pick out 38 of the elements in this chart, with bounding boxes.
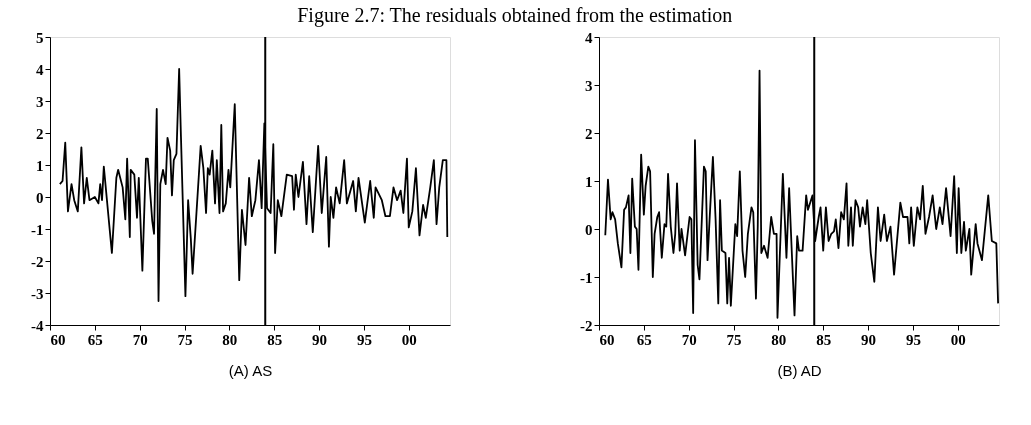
y-tick-label: -4 [31,317,44,334]
x-tick-label: 80 [222,331,238,348]
x-tick-label: 60 [599,331,615,348]
y-tick-label: 4 [585,29,593,46]
y-tick-label: 3 [36,93,44,110]
y-tick-label: 4 [36,61,44,78]
x-tick-label: 75 [726,331,742,348]
y-tick-label: 1 [585,173,593,190]
x-tick-label: 95 [356,331,372,348]
x-tick-label: 75 [177,331,193,348]
x-tick-label: 95 [905,331,921,348]
y-tick-label: -2 [580,317,593,334]
x-tick-label: 85 [267,331,283,348]
y-tick-label: -1 [31,221,44,238]
y-tick-label: 2 [585,125,593,142]
y-tick-label: 0 [36,189,44,206]
x-tick-label: 70 [132,331,148,348]
x-tick-label: 85 [816,331,832,348]
x-tick-label: 90 [312,331,328,348]
y-tick-label: -2 [31,253,44,270]
x-tick-label: 90 [861,331,877,348]
x-tick-label: 80 [771,331,787,348]
x-tick-label: 00 [950,331,966,348]
x-axis-title: (A) AS [228,361,273,379]
x-tick-label: 60 [50,331,66,348]
y-tick-label: -1 [580,269,593,286]
y-tick-label: 1 [36,157,44,174]
x-tick-label: 65 [87,331,103,348]
x-tick-label: 65 [636,331,652,348]
x-axis-title: (B) AD [777,361,822,379]
text: Figure 2.7: The residuals obtained from the estimation [297,3,733,27]
y-tick-label: 3 [585,77,593,94]
y-tick-label: 0 [585,221,593,238]
x-tick-label: 00 [401,331,417,348]
y-tick-label: 5 [36,29,44,46]
y-tick-label: 2 [36,125,44,142]
y-tick-label: -3 [31,285,44,302]
x-tick-label: 70 [681,331,697,348]
